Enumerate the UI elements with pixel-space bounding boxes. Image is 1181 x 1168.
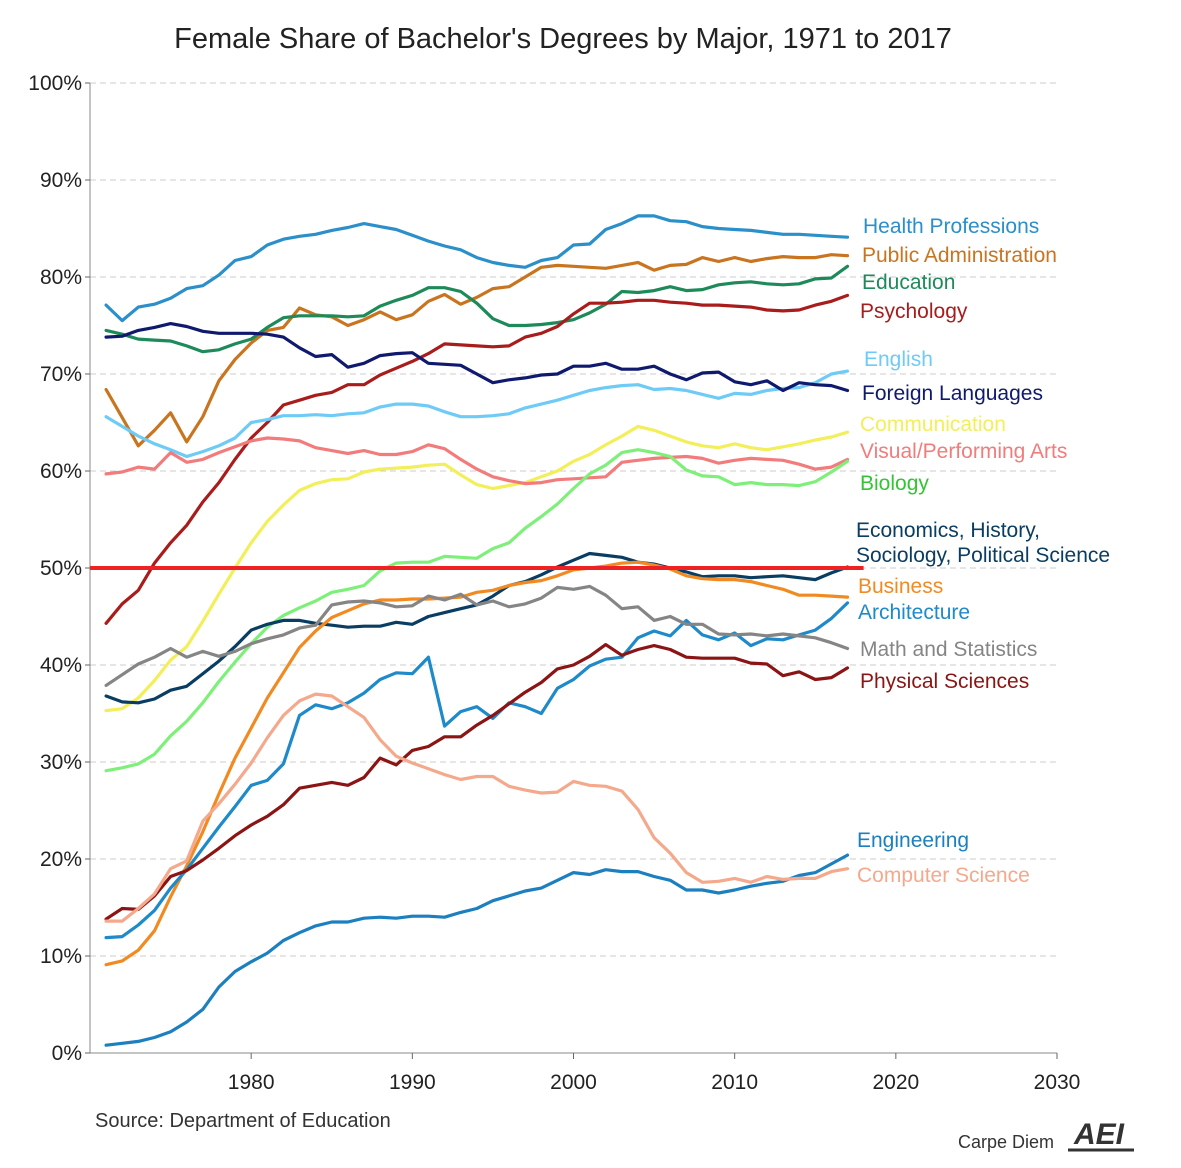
source-note: Source: Department of Education — [95, 1110, 391, 1132]
series-line-computer-science — [104, 692, 850, 923]
series-line-english — [104, 369, 850, 459]
series-label: Sociology, Political Science — [856, 544, 1110, 567]
series-line-education — [104, 264, 850, 354]
x-tick-label: 1990 — [389, 1071, 436, 1094]
series-label: Economics, History, — [856, 519, 1040, 542]
series-label: Math and Statistics — [860, 638, 1037, 661]
x-tick-label: 2020 — [872, 1071, 919, 1094]
series-label: Public Administration — [862, 244, 1057, 267]
series-line-engineering — [104, 853, 850, 1047]
series-line-economics-history-sociology-political-science — [104, 551, 850, 705]
series-label: Visual/Performing Arts — [860, 440, 1067, 463]
y-tick-label: 40% — [40, 654, 82, 677]
series-line-visual-performing-arts — [104, 436, 850, 486]
series-line-foreign-languages — [104, 322, 850, 393]
y-tick-label: 60% — [40, 460, 82, 483]
series-line-physical-sciences — [104, 642, 850, 921]
series-line-health-professions — [104, 214, 850, 323]
series-label: Foreign Languages — [862, 382, 1043, 405]
series-line-architecture — [104, 601, 850, 940]
y-tick-label: 30% — [40, 751, 82, 774]
aei-logo-text: AEI — [1073, 1118, 1125, 1151]
series-lines — [104, 214, 850, 1047]
series-label: Architecture — [858, 601, 970, 624]
series-label: English — [864, 348, 933, 371]
series-label: Business — [858, 575, 943, 598]
y-tick-label: 10% — [40, 945, 82, 968]
series-label: Biology — [860, 472, 929, 495]
y-tick-label: 0% — [52, 1042, 82, 1065]
aei-logo: AEI — [1068, 1118, 1134, 1152]
series-line-communication — [104, 424, 850, 713]
x-tick-label: 2000 — [550, 1071, 597, 1094]
y-tick-label: 20% — [40, 848, 82, 871]
series-line-psychology — [104, 293, 850, 625]
brand-name: Carpe Diem — [958, 1132, 1054, 1152]
x-tick-label: 2010 — [711, 1071, 758, 1094]
series-labels: Health Professions Public Administration E… — [856, 215, 1110, 887]
series-label: Engineering — [857, 829, 969, 852]
series-label: Computer Science — [857, 864, 1030, 887]
y-tick-label: 100% — [28, 72, 82, 95]
series-line-math-and-statistics — [104, 584, 850, 688]
series-label: Physical Sciences — [860, 670, 1029, 693]
x-tick-label: 2030 — [1034, 1071, 1081, 1094]
x-axis-ticks: 1980 1990 2000 2010 2020 2030 — [228, 1053, 1081, 1094]
y-tick-label: 70% — [40, 363, 82, 386]
y-tick-label: 80% — [40, 266, 82, 289]
y-tick-label: 50% — [40, 557, 82, 580]
y-axis-ticks: 0% 10% 20% 30% 40% 50% 60% 70% 80% 90% 100% — [28, 72, 90, 1065]
series-label: Education — [862, 271, 955, 294]
series-line-biology — [104, 448, 850, 773]
series-label: Communication — [860, 413, 1006, 436]
chart-title: Female Share of Bachelor's Degrees by Ma… — [174, 23, 952, 55]
x-tick-label: 1980 — [228, 1071, 275, 1094]
series-label: Health Professions — [863, 215, 1039, 238]
y-tick-label: 90% — [40, 169, 82, 192]
series-line-public-administration — [104, 253, 850, 448]
series-line-business — [104, 560, 850, 967]
series-label: Psychology — [860, 300, 968, 323]
